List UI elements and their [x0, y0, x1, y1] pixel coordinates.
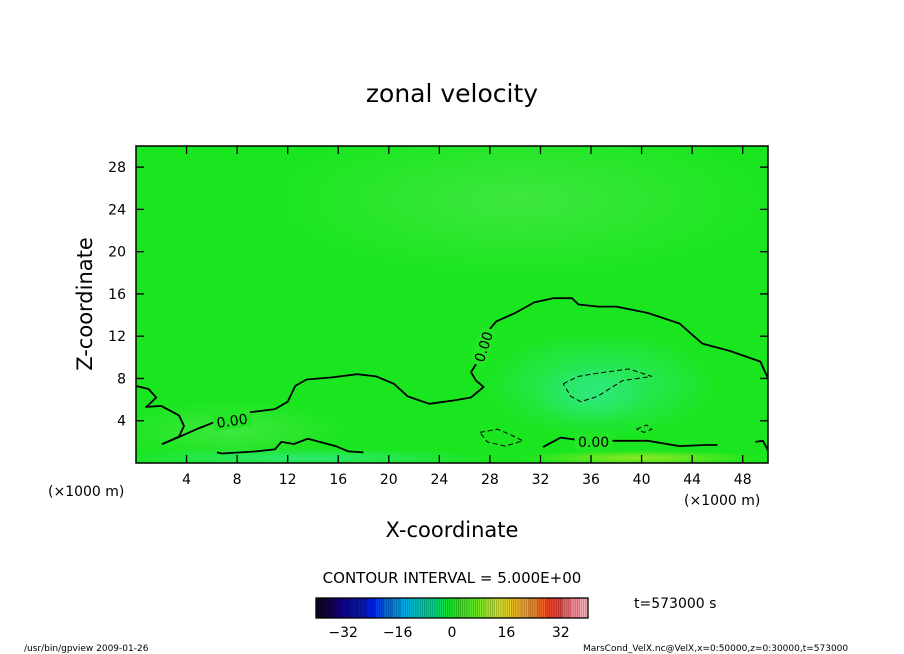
colorbar-ticks: −32 −16 0 16 32 — [328, 625, 569, 641]
colorbar-segment — [367, 598, 376, 618]
colorbar-segment — [571, 598, 580, 618]
colorbar-segment — [375, 598, 385, 618]
colorbar-segment — [469, 598, 478, 618]
colorbar-segment — [452, 598, 461, 618]
colorbar-segment — [435, 598, 444, 618]
colorbar-segment — [486, 598, 495, 618]
x-tick-label: 16 — [329, 472, 347, 488]
contour-line-zero — [542, 436, 718, 448]
y-tick-label: 28 — [108, 160, 126, 176]
colorbar-segment — [477, 598, 487, 618]
colorbar-segment — [384, 598, 393, 618]
colorbar-tick-label: 0 — [448, 625, 457, 641]
x-tick-label: 24 — [430, 472, 448, 488]
colorbar-tick-label: 16 — [497, 625, 515, 641]
x-tick-label: 28 — [481, 472, 499, 488]
footer-program: /usr/bin/gpview 2009-01-26 — [24, 644, 149, 654]
y-tick-label: 20 — [108, 245, 126, 261]
shade-upper — [260, 146, 768, 280]
x-tick-label: 48 — [734, 472, 752, 488]
y-tick-label: 16 — [108, 287, 126, 303]
x-tick-label: 40 — [633, 472, 651, 488]
colorbar-segment — [520, 598, 529, 618]
x-tick-label: 32 — [532, 472, 550, 488]
contour-line-negative — [479, 428, 525, 447]
x-tick-label: 44 — [683, 472, 701, 488]
colorbar — [315, 597, 589, 619]
colorbar-segment — [511, 598, 521, 618]
contour-line-zero — [216, 437, 364, 455]
heatmap-field — [136, 146, 768, 463]
x-axis: 4 8 12 16 20 24 28 32 36 40 44 48 — [182, 146, 752, 488]
shade-floor-warm — [520, 450, 760, 463]
colorbar-segment — [554, 598, 563, 618]
colorbar-segment — [443, 598, 453, 618]
colorbar-segment — [537, 598, 546, 618]
colorbar-segment — [426, 598, 436, 618]
colorbar-segment — [503, 598, 512, 618]
colorbar-segment — [460, 598, 470, 618]
colorbar-segment — [545, 598, 555, 618]
chart-title: zonal velocity — [366, 79, 538, 108]
colorbar-segment — [333, 598, 342, 618]
x-unit-left: (×1000 m) — [48, 484, 124, 500]
colorbar-segment — [562, 598, 572, 618]
y-tick-label: 24 — [108, 202, 126, 218]
contour-line-zero — [755, 439, 768, 451]
shade-core-inner — [535, 367, 645, 423]
contour-label-bg — [574, 432, 613, 450]
y-tick-label: 4 — [117, 414, 126, 430]
colorbar-segment — [528, 598, 538, 618]
x-tick-label: 12 — [279, 472, 297, 488]
colorbar-segment — [358, 598, 368, 618]
colorbar-segment — [324, 598, 334, 618]
time-stamp: t=573000 s — [634, 596, 716, 612]
x-unit-right: (×1000 m) — [684, 493, 760, 509]
colorbar-segment — [316, 598, 325, 618]
x-tick-label: 20 — [380, 472, 398, 488]
shade-floor — [136, 448, 500, 463]
contour-line-negative — [636, 424, 653, 433]
contour-label-bg — [211, 409, 252, 432]
plot-frame — [135, 145, 769, 464]
y-axis: 4 8 12 16 20 24 28 — [108, 160, 768, 430]
contour-label: 0.00 — [216, 412, 249, 432]
contour-line-negative — [562, 368, 652, 403]
y-axis-label: Z-coordinate — [73, 237, 97, 371]
x-tick-label: 36 — [582, 472, 600, 488]
y-tick-label: 12 — [108, 329, 126, 345]
shade-left — [136, 400, 350, 460]
colorbar-frame — [315, 597, 589, 619]
colorbar-tick-label: −16 — [383, 625, 413, 641]
x-tick-label: 8 — [233, 472, 242, 488]
contour-layer — [136, 297, 768, 455]
x-tick-label: 4 — [182, 472, 191, 488]
colorbar-segment — [418, 598, 427, 618]
footer-source: MarsCond_VelX.nc@VelX,x=0:50000,z=0:3000… — [583, 644, 848, 654]
colorbar-segment — [494, 598, 504, 618]
colorbar-segment — [392, 598, 402, 618]
colorbar-segment — [350, 598, 359, 618]
contour-line-zero — [136, 297, 768, 445]
colorbar-segment — [579, 598, 589, 618]
contour-label-bg — [469, 325, 498, 368]
colorbar-tick-label: 32 — [552, 625, 570, 641]
colorbar-segment — [401, 598, 410, 618]
y-tick-label: 8 — [117, 371, 126, 387]
colorbar-segment — [341, 598, 351, 618]
x-axis-label: X-coordinate — [386, 518, 519, 542]
colorbar-tick-label: −32 — [328, 625, 358, 641]
colorbar-segment — [409, 598, 419, 618]
contour-label: 0.00 — [578, 435, 609, 451]
contour-interval: CONTOUR INTERVAL = 5.000E+00 — [323, 569, 582, 587]
